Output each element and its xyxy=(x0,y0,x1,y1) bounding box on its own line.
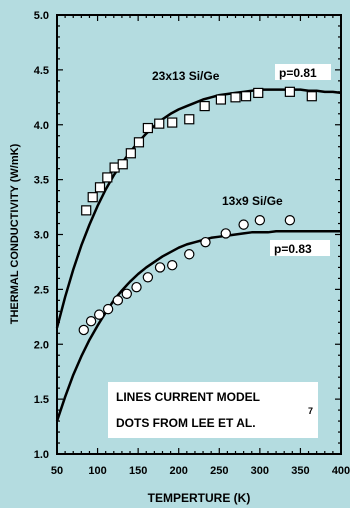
series-label-13x9: 13x9 Si/Ge xyxy=(222,194,283,208)
data-point-circle xyxy=(200,236,211,248)
x-tick-label: 50 xyxy=(51,465,63,477)
x-tick-label: 150 xyxy=(129,465,147,477)
data-point-circle xyxy=(284,215,296,226)
x-tick-label: 350 xyxy=(291,465,309,477)
y-axis-title: THERMAL CONDUCTIVITY (W/mK) xyxy=(9,143,21,324)
data-point-circle xyxy=(85,316,97,327)
y-tick-label: 2.0 xyxy=(34,339,49,351)
data-point-circle xyxy=(112,295,124,306)
y-tick-label: 4.5 xyxy=(34,65,49,77)
p-bottom-box xyxy=(270,240,330,256)
data-point-square xyxy=(240,91,252,102)
data-points xyxy=(78,86,317,336)
data-point-square xyxy=(284,86,295,97)
data-point-circle xyxy=(93,309,105,320)
x-tick-label: 100 xyxy=(88,465,106,477)
data-point-circle xyxy=(184,249,195,260)
data-point-circle xyxy=(167,260,178,271)
data-point-square xyxy=(215,94,227,105)
data-point-square xyxy=(184,114,195,125)
data-point-square xyxy=(253,87,264,99)
model-line-top xyxy=(55,88,342,329)
data-point-circle xyxy=(238,219,249,230)
data-point-square xyxy=(154,118,165,129)
y-tick-label: 3.5 xyxy=(34,175,49,187)
data-point-square xyxy=(133,137,145,148)
x-axis-title: TEMPERTURE (K) xyxy=(148,491,251,505)
data-point-circle xyxy=(121,288,132,299)
legend-line-1: LINES CURRENT MODEL xyxy=(116,390,260,404)
data-point-square xyxy=(81,205,92,216)
data-point-square xyxy=(94,182,106,193)
legend-box xyxy=(108,382,318,438)
data-point-square xyxy=(199,100,210,112)
chart-labels: 50 100 150 200 250 300 350 400 1.0 1.5 2.0 2.5 3.0 3.… xyxy=(9,10,350,505)
x-tick-label: 200 xyxy=(170,465,188,477)
data-point-circle xyxy=(154,262,166,273)
y-tick-label: 4.0 xyxy=(34,120,49,132)
y-tick-label: 3.0 xyxy=(34,230,49,242)
series-label-23x13: 23x13 Si/Ge xyxy=(152,69,220,83)
data-point-square xyxy=(142,122,153,134)
p-bottom-label: p=0.83 xyxy=(274,242,312,256)
reference-number: 7 xyxy=(308,406,313,416)
p-top-box xyxy=(275,64,331,80)
y-tick-label: 1.5 xyxy=(34,394,49,406)
data-point-circle xyxy=(131,281,142,293)
y-tick-label: 5.0 xyxy=(34,10,49,22)
y-tick-label: 1.0 xyxy=(34,449,49,461)
data-point-circle xyxy=(254,215,266,226)
p-top-label: p=0.81 xyxy=(279,66,317,80)
axis-ticks xyxy=(56,14,342,455)
data-point-square xyxy=(125,148,136,159)
legend-line-2: DOTS FROM LEE ET AL. xyxy=(116,416,256,430)
data-point-square xyxy=(87,192,98,203)
data-point-square xyxy=(167,117,178,128)
data-point-square xyxy=(230,92,241,103)
x-tick-label: 250 xyxy=(210,465,228,477)
data-point-circle xyxy=(142,272,154,283)
data-point-circle xyxy=(220,228,231,239)
x-tick-label: 300 xyxy=(251,465,269,477)
data-point-square xyxy=(102,172,113,183)
data-point-square xyxy=(306,91,317,102)
data-point-square xyxy=(117,159,128,170)
y-tick-label: 2.5 xyxy=(34,284,49,296)
data-point-circle xyxy=(78,324,89,336)
data-point-circle xyxy=(102,303,114,315)
x-tick-label: 400 xyxy=(332,465,350,477)
